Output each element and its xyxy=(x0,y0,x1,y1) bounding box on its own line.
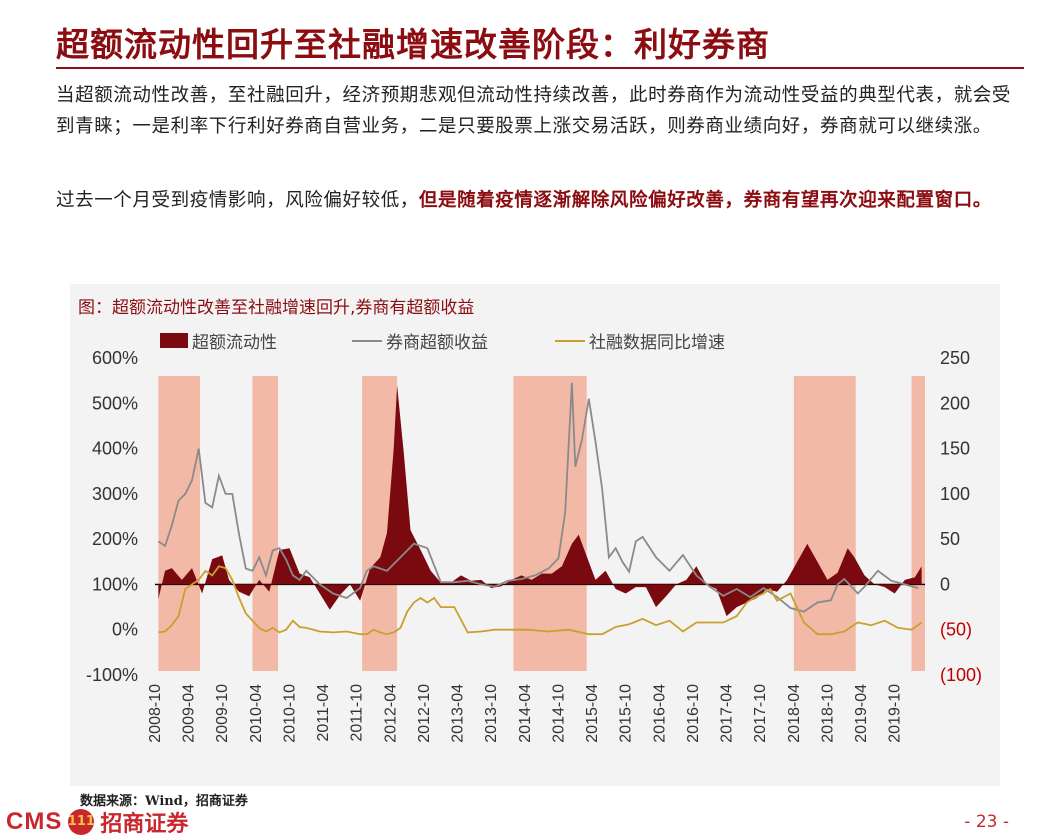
left-axis-tick-label: 300% xyxy=(92,484,138,504)
left-axis-tick-label: 400% xyxy=(92,439,138,459)
chart-title: 图：超额流动性改善至社融增速回升,券商有超额收益 xyxy=(78,298,475,318)
left-axis-tick-label: -100% xyxy=(86,665,138,685)
x-axis-tick-label: 2013-04 xyxy=(450,684,467,743)
shaded-period-1 xyxy=(252,376,279,671)
series-line-tsf-growth xyxy=(158,565,923,636)
x-axis-tick-label: 2015-04 xyxy=(584,684,601,743)
x-axis-tick-label: 2017-10 xyxy=(752,684,769,743)
title-divider xyxy=(56,67,1024,69)
x-axis-tick-label: 2013-10 xyxy=(483,684,500,743)
x-axis-tick-label: 2012-04 xyxy=(382,684,399,743)
x-axis-tick-label: 2017-04 xyxy=(719,684,736,743)
left-axis-tick-label: 200% xyxy=(92,529,138,549)
series-line-broker-excess-return xyxy=(157,382,919,613)
left-axis-tick-label: 600% xyxy=(92,348,138,368)
paragraph-2-highlight-text: 但是随着疫情逐渐解除风险偏好改善，券商有望再次迎来配置窗口。 xyxy=(418,190,992,211)
x-axis-tick-label: 2010-04 xyxy=(248,684,265,743)
left-axis-tick-label: 100% xyxy=(92,574,138,594)
right-axis-tick-label: 250 xyxy=(940,348,970,368)
shaded-period-3 xyxy=(513,376,587,671)
paragraph-2-normal-text: 过去一个月受到疫情影响，风险偏好较低， xyxy=(56,190,419,211)
legend-swatch-liquidity xyxy=(160,333,188,348)
x-axis-tick-label: 2016-04 xyxy=(651,684,668,743)
x-axis-tick-label: 2016-10 xyxy=(685,684,702,743)
legend-label: 超额流动性 xyxy=(192,333,277,353)
shaded-period-4 xyxy=(793,376,856,671)
left-axis-tick-label: 500% xyxy=(92,393,138,413)
x-axis-tick-label: 2011-04 xyxy=(315,684,332,742)
x-axis-tick-label: 2019-04 xyxy=(853,684,870,743)
x-axis-tick-label: 2012-10 xyxy=(416,684,433,743)
footer-logo: CMS 111 招商证券 xyxy=(6,805,188,838)
page-title: 超额流动性回升至社融增速改善阶段：利好券商 xyxy=(56,25,770,64)
legend-label: 社融数据同比增速 xyxy=(589,333,725,353)
brand-name: 招商证券 xyxy=(100,810,189,837)
right-axis-tick-label: 50 xyxy=(940,529,960,549)
x-axis-tick-label: 2018-10 xyxy=(820,684,837,743)
x-axis-tick-label: 2015-10 xyxy=(618,684,635,743)
x-axis-tick-label: 2008-10 xyxy=(147,684,164,743)
x-axis-tick-label: 2011-10 xyxy=(349,684,366,742)
right-axis-tick-label: 150 xyxy=(940,439,970,459)
x-axis-tick-label: 2018-04 xyxy=(786,684,803,743)
cms-logo-text: CMS xyxy=(6,807,63,835)
body-paragraph-1: 当超额流动性改善，至社融回升，经济预期悲观但流动性持续改善，此时券商作为流动性受… xyxy=(56,85,1012,137)
x-axis-tick-label: 2019-10 xyxy=(887,684,904,743)
right-axis-tick-label: 100 xyxy=(940,484,970,504)
shaded-period-5 xyxy=(911,376,925,671)
data-source-note: 数据来源：Wind，招商证券 xyxy=(80,794,248,809)
x-axis-tick-label: 2014-10 xyxy=(551,684,568,743)
body-paragraph-2: 过去一个月受到疫情影响，风险偏好较低，但是随着疫情逐渐解除风险偏好改善，券商有望… xyxy=(56,185,1026,216)
right-axis-tick-label: (50) xyxy=(940,620,972,640)
page-number: - 23 - xyxy=(964,812,1009,832)
cms-logo-icon: 111 xyxy=(68,808,95,835)
legend-label: 券商超额收益 xyxy=(386,333,488,353)
right-axis-tick-label: 200 xyxy=(940,393,970,413)
shaded-period-0 xyxy=(158,376,201,671)
x-axis-tick-label: 2010-10 xyxy=(282,684,299,743)
left-axis-tick-label: 0% xyxy=(112,620,138,640)
x-axis-tick-label: 2009-04 xyxy=(181,684,198,743)
right-axis-tick-label: (100) xyxy=(940,665,982,685)
right-axis-tick-label: 0 xyxy=(940,574,950,594)
x-axis-tick-label: 2014-04 xyxy=(517,684,534,743)
x-axis-tick-label: 2009-10 xyxy=(214,684,231,743)
